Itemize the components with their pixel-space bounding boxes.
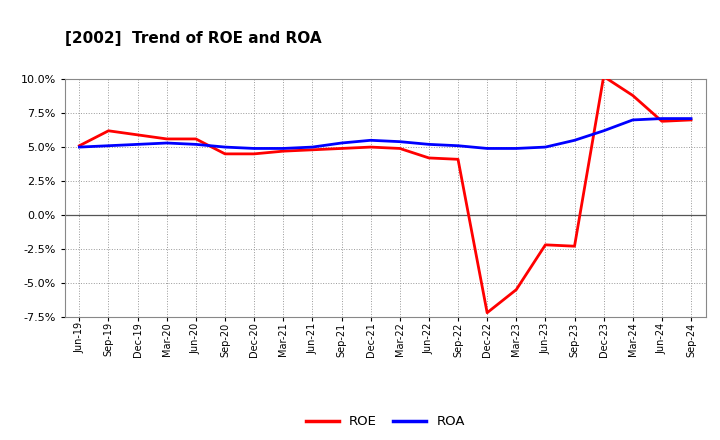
Legend: ROE, ROA: ROE, ROA — [300, 410, 470, 434]
Text: [2002]  Trend of ROE and ROA: [2002] Trend of ROE and ROA — [65, 31, 321, 46]
